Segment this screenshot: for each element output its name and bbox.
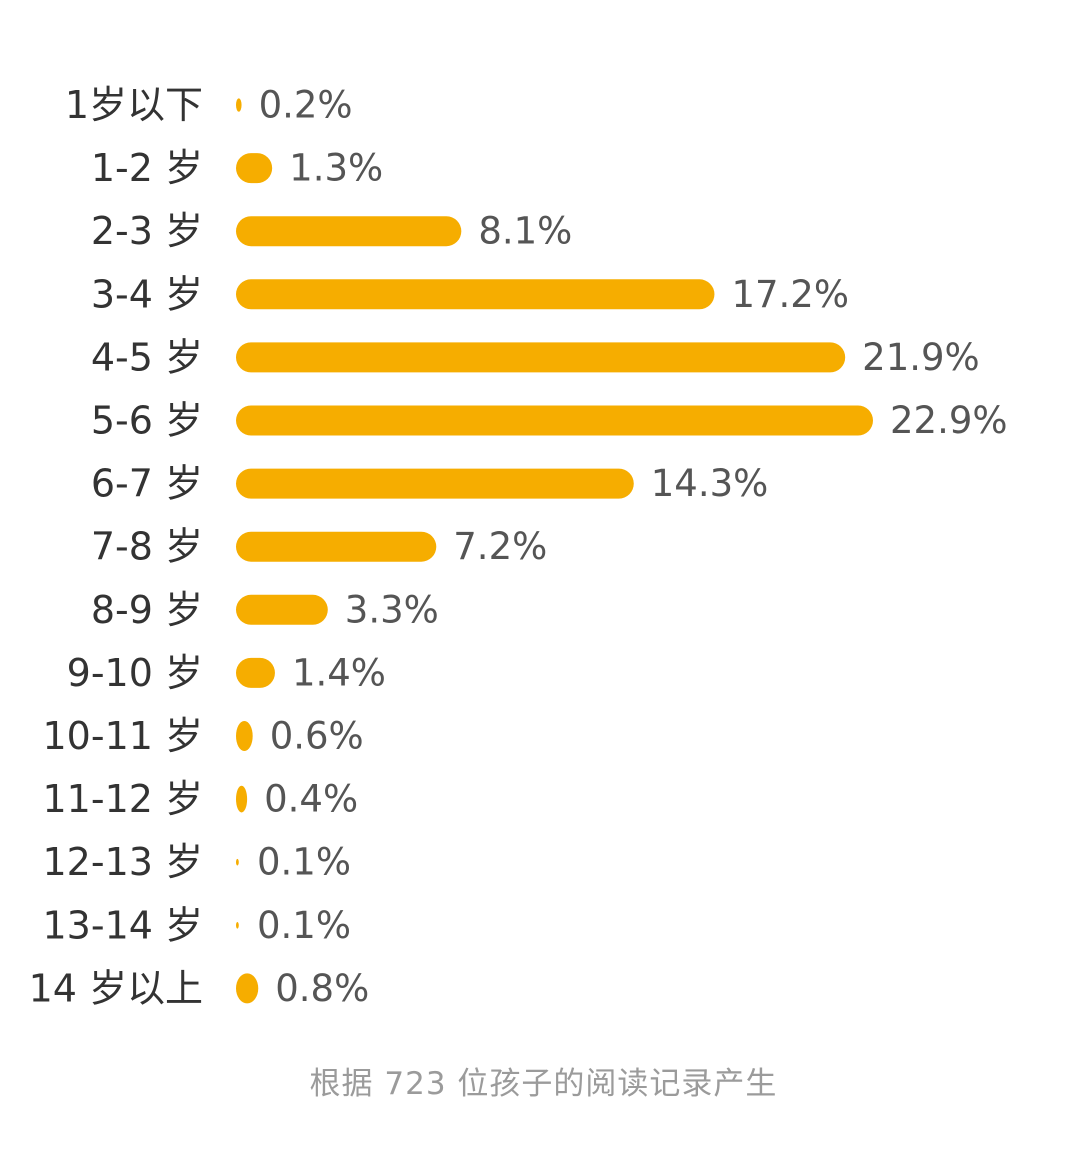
value-label: 0.6% [270,715,364,758]
bar [236,153,273,184]
bar [236,921,239,929]
value-label: 8.1% [478,210,572,253]
category-label: 10-11 岁 [43,714,204,758]
bar [236,531,437,562]
category-label: 7-8 岁 [91,525,203,569]
value-label: 0.2% [259,84,353,127]
value-label: 7.2% [453,525,547,568]
chart-footnote: 根据 723 位孩子的阅读记录产生 [309,1066,778,1102]
value-label: 0.8% [275,967,369,1010]
value-label: 0.4% [264,778,358,821]
category-label: 5-6 岁 [91,399,203,443]
bar [236,405,873,436]
bar [236,594,328,625]
category-label: 6-7 岁 [91,462,203,506]
category-label: 1岁以下 [65,83,203,127]
category-label: 11-12 岁 [43,777,204,821]
category-label: 14 岁以上 [29,966,203,1010]
bar [236,279,715,310]
bar [236,98,242,112]
category-label: 2-3 岁 [91,209,203,253]
bar [236,973,259,1004]
bar-chart-svg: 1岁以下 0.2% 1-2 岁 1.3% 2-3 岁 8.1% 3-4 岁 17.2% 4-5 … [29,83,1008,1010]
bar [236,657,275,688]
category-label: 9-10 岁 [67,651,203,695]
bar [236,785,248,813]
value-label: 1.3% [289,147,383,190]
bar [236,468,634,499]
bar [236,342,846,373]
category-label: 1-2 岁 [91,146,203,190]
value-label: 1.4% [292,651,386,694]
value-label: 0.1% [257,841,351,884]
category-label: 3-4 岁 [91,272,203,316]
bar [236,721,253,751]
value-label: 17.2% [731,273,849,316]
value-label: 14.3% [651,462,769,505]
value-label: 0.1% [257,904,351,947]
value-label: 21.9% [862,336,980,379]
bar [236,858,239,866]
category-label: 13-14 岁 [43,903,204,947]
value-label: 22.9% [890,399,1008,442]
bar [236,216,462,247]
category-label: 12-13 岁 [43,840,204,884]
category-label: 4-5 岁 [91,335,203,379]
value-label: 3.3% [345,588,439,631]
category-label: 8-9 岁 [91,588,203,632]
